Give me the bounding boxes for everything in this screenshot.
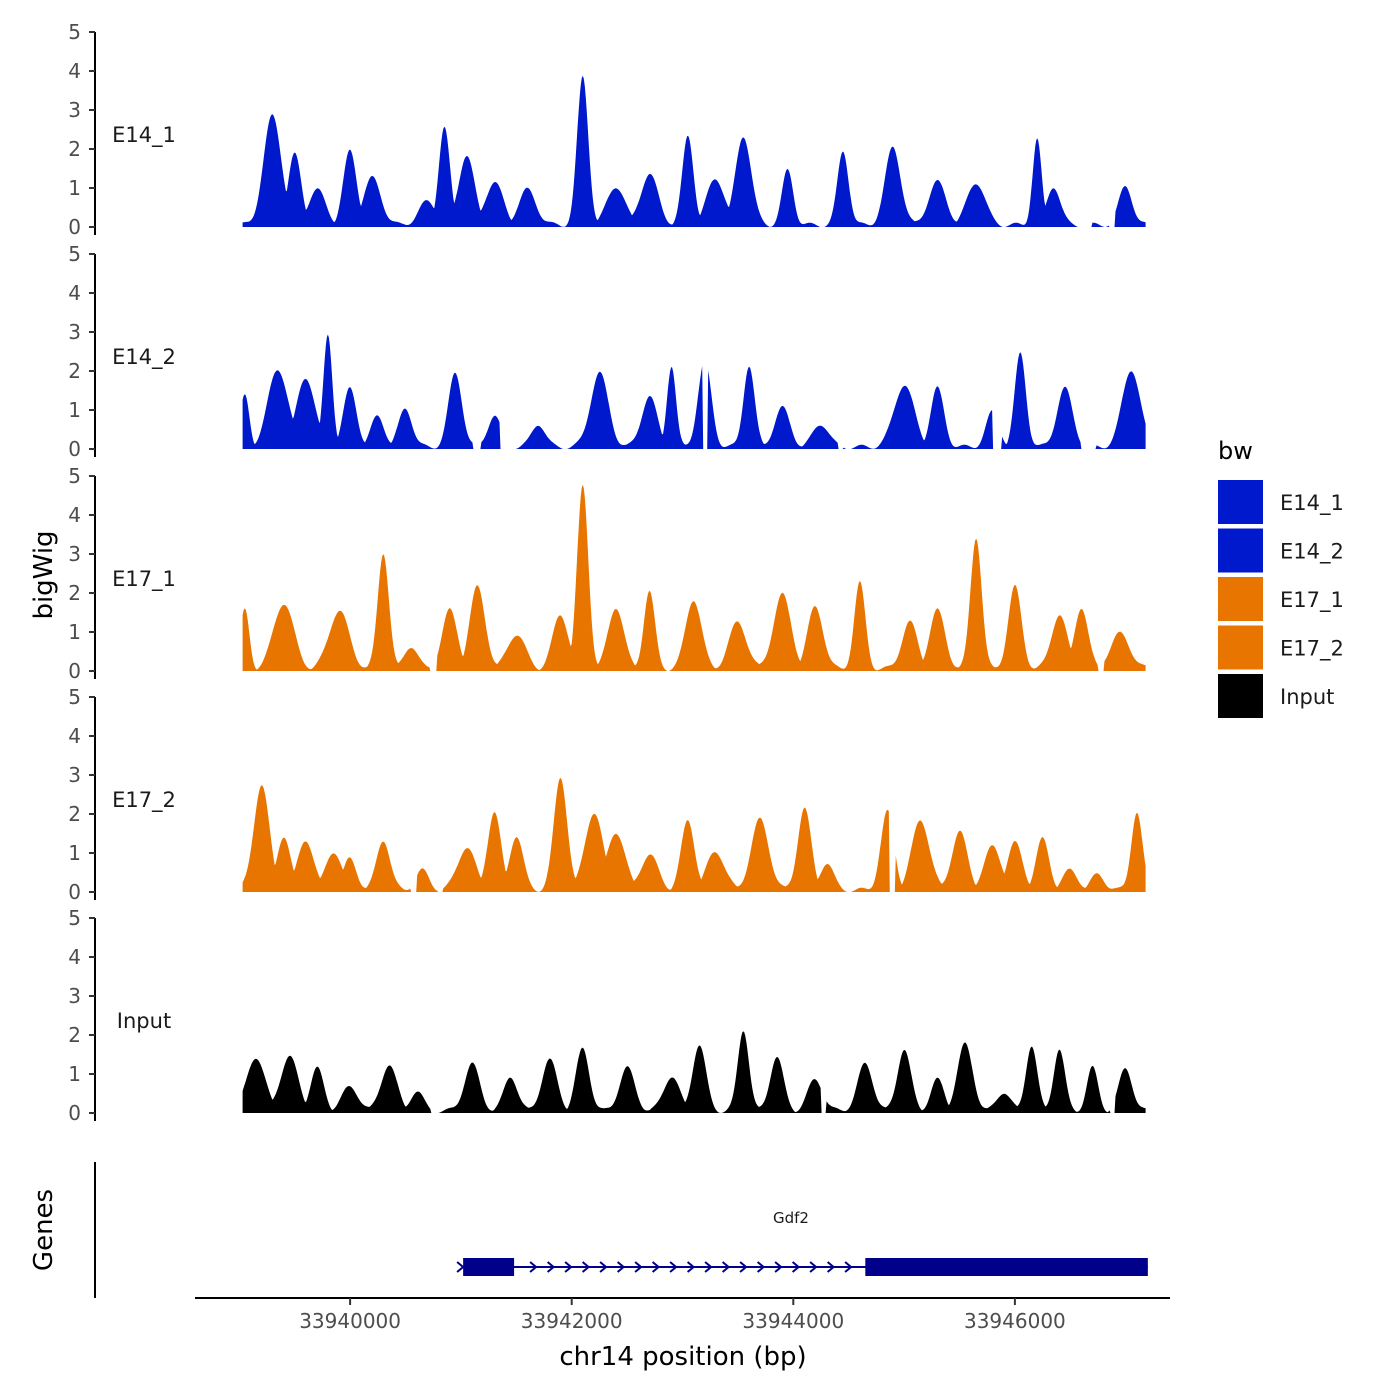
y-tick-label: 2 — [68, 359, 81, 383]
signal-area — [242, 778, 1146, 892]
y-tick-label: 4 — [68, 59, 81, 83]
signal-area — [242, 75, 1146, 228]
legend-title: bw — [1218, 437, 1253, 465]
y-tick-label: 3 — [68, 98, 81, 122]
y-tick-label: 5 — [68, 906, 81, 930]
gene-exon — [463, 1258, 515, 1276]
x-tick-label: 33944000 — [742, 1309, 844, 1333]
strand-arrow — [546, 1261, 556, 1273]
gene-name-label: Gdf2 — [773, 1209, 809, 1227]
track-label: Input — [117, 1009, 171, 1033]
x-tick-label: 33946000 — [964, 1309, 1066, 1333]
y-tick-label: 2 — [68, 581, 81, 605]
y-tick-label: 3 — [68, 320, 81, 344]
track-label: E14_2 — [112, 345, 176, 370]
y-tick-label: 3 — [68, 984, 81, 1008]
track-label: E17_2 — [112, 788, 176, 813]
strand-arrow — [774, 1261, 783, 1273]
y-tick-label: 0 — [68, 215, 81, 239]
strand-arrow — [826, 1261, 836, 1273]
y-tick-label: 5 — [68, 20, 81, 44]
strand-arrow — [651, 1261, 661, 1273]
legend-key-e14-1 — [1218, 480, 1263, 524]
strand-arrow — [756, 1261, 766, 1273]
y-tick-label: 3 — [68, 763, 81, 787]
x-axis-title: chr14 position (bp) — [559, 1342, 806, 1372]
track-e17-1: 0 1 2 3 4 5 E17_1 — [68, 464, 1146, 683]
strand-arrow — [704, 1261, 713, 1273]
strand-arrow — [791, 1261, 801, 1273]
y-tick-label: 3 — [68, 542, 81, 566]
y-axis-title: bigWig — [29, 530, 59, 619]
strand-arrow — [564, 1261, 573, 1273]
y-tick-label: 0 — [68, 1101, 81, 1125]
signal-tracks: 0 1 2 3 4 5 E14_1 0 1 2 3 4 5 E14_2 0 1 2 3 4 5 E17_1 0 1 2 3 4 5 E… — [68, 20, 1146, 1125]
genes-track: Gdf2 — [94, 1162, 1148, 1298]
x-tick-label: 33940000 — [299, 1309, 401, 1333]
strand-arrow — [634, 1261, 643, 1273]
y-tick-label: 0 — [68, 437, 81, 461]
y-tick-label: 1 — [68, 398, 81, 422]
y-tick-label: 4 — [68, 724, 81, 748]
legend-label: E17_1 — [1280, 588, 1344, 613]
legend-label: E14_2 — [1280, 540, 1344, 565]
track-label: E17_1 — [112, 567, 176, 592]
y-tick-label: 2 — [68, 1023, 81, 1047]
y-tick-label: 0 — [68, 880, 81, 904]
legend-key-e17-1 — [1218, 577, 1263, 621]
y-tick-label: 4 — [68, 945, 81, 969]
strand-arrow — [581, 1261, 591, 1273]
signal-area — [242, 1031, 1146, 1113]
y-tick-label: 1 — [68, 176, 81, 200]
strand-arrow — [844, 1261, 853, 1273]
y-tick-label: 5 — [68, 685, 81, 709]
y-tick-label: 1 — [68, 620, 81, 644]
strand-arrow — [669, 1261, 678, 1273]
strand-arrow — [529, 1261, 538, 1273]
x-axis: 33940000 33942000 33944000 33946000 — [195, 1297, 1170, 1333]
y-tick-label: 1 — [68, 841, 81, 865]
signal-area — [242, 334, 1146, 449]
y-tick-label: 2 — [68, 802, 81, 826]
y-tick-label: 2 — [68, 137, 81, 161]
gene-gdf2: Gdf2 — [456, 1209, 1148, 1276]
legend-key-input — [1218, 674, 1263, 718]
track-e14-2: 0 1 2 3 4 5 E14_2 — [68, 242, 1146, 461]
x-tick-label: 33942000 — [521, 1309, 623, 1333]
strand-arrow — [721, 1261, 731, 1273]
legend-label: E17_2 — [1280, 637, 1344, 662]
genes-axis-title: Genes — [29, 1189, 59, 1271]
legend: bw E14_1 E14_2 E17_1 E17_2 Input — [1218, 437, 1344, 718]
legend-label: E14_1 — [1280, 491, 1344, 516]
strand-arrow — [456, 1261, 465, 1273]
gene-exon — [865, 1258, 1148, 1276]
y-tick-label: 4 — [68, 281, 81, 305]
strand-arrow — [739, 1261, 748, 1273]
track-e14-1: 0 1 2 3 4 5 E14_1 — [68, 20, 1146, 239]
y-tick-label: 1 — [68, 1062, 81, 1086]
y-tick-label: 4 — [68, 503, 81, 527]
y-tick-label: 5 — [68, 464, 81, 488]
track-input: 0 1 2 3 4 5 Input — [68, 906, 1146, 1125]
legend-key-e17-2 — [1218, 625, 1263, 670]
strand-arrow — [616, 1261, 626, 1273]
track-e17-2: 0 1 2 3 4 5 E17_2 — [68, 685, 1146, 904]
y-tick-label: 5 — [68, 242, 81, 266]
y-tick-label: 0 — [68, 659, 81, 683]
strand-arrow — [599, 1261, 608, 1273]
strand-arrow — [686, 1261, 696, 1273]
legend-label: Input — [1280, 685, 1334, 709]
track-label: E14_1 — [112, 123, 176, 148]
strand-arrow — [809, 1261, 818, 1273]
legend-key-e14-2 — [1218, 528, 1263, 573]
signal-area — [242, 484, 1146, 671]
